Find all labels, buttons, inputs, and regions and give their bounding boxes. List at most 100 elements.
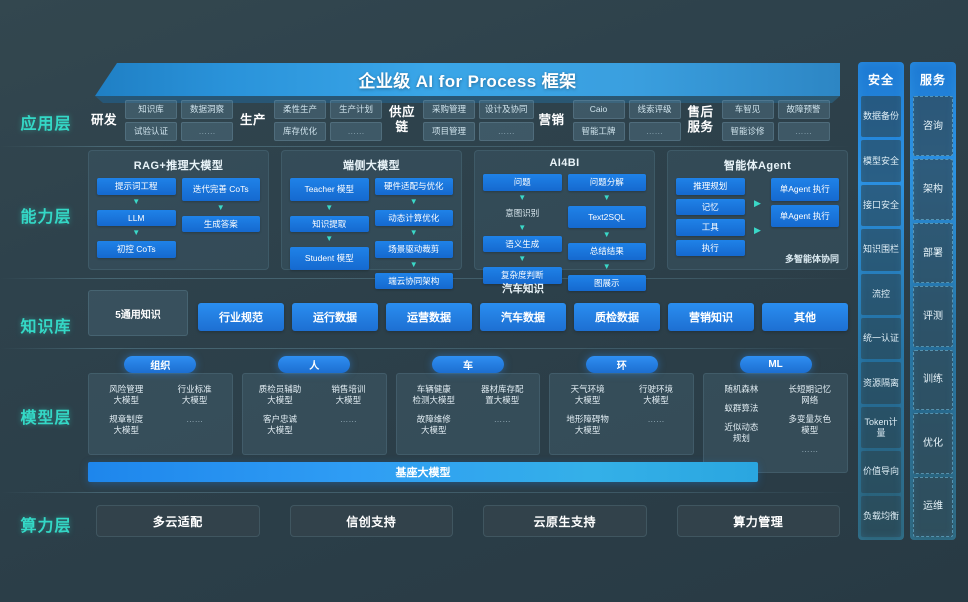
capability-node[interactable]: 知识提取 — [290, 215, 369, 232]
capability-node[interactable]: Student 模型 — [290, 247, 369, 270]
capability-node[interactable]: Text2SQL — [567, 205, 646, 228]
application-chip[interactable]: …… — [330, 121, 382, 141]
model-group-pill[interactable]: 人 — [278, 356, 351, 373]
application-chip[interactable]: 生产计划 — [330, 99, 382, 119]
capability-node[interactable]: 单Agent 执行 — [770, 178, 839, 201]
model-item[interactable]: 多变量灰色 模型 — [788, 414, 832, 435]
model-item[interactable]: 故障维修 大模型 — [416, 414, 451, 435]
knowledge-chip[interactable]: 行业规范 — [198, 303, 284, 331]
capability-node[interactable]: 端云协同架构 — [374, 272, 453, 289]
model-item[interactable]: 近似动态 规划 — [724, 422, 759, 443]
capability-node[interactable]: Teacher 模型 — [290, 178, 369, 201]
model-item[interactable]: 蚁群算法 — [724, 403, 759, 413]
application-chip[interactable]: …… — [479, 121, 534, 141]
model-item[interactable]: 随机森林 — [724, 384, 759, 394]
knowledge-chip[interactable]: 汽车数据 — [480, 303, 566, 331]
capability-node[interactable]: 复杂度判断 — [483, 267, 562, 284]
application-chip[interactable]: 故障预警 — [777, 99, 830, 119]
application-chip[interactable]: 库存优化 — [274, 121, 326, 141]
application-chip[interactable]: …… — [181, 121, 233, 141]
compute-item[interactable]: 信创支持 — [289, 505, 453, 537]
model-item[interactable]: 天气环境 大模型 — [570, 384, 605, 405]
security-rail-item[interactable]: 接口安全 — [861, 184, 901, 227]
compute-item[interactable]: 多云适配 — [96, 505, 260, 537]
security-rail-item[interactable]: 流控 — [861, 273, 901, 316]
model-group-pill[interactable]: 环 — [585, 356, 658, 373]
capability-node[interactable]: 总结结果 — [567, 243, 646, 260]
security-rail-item[interactable]: 统一认证 — [861, 318, 901, 360]
application-chip[interactable]: 设计及协同 — [479, 99, 534, 119]
capability-node[interactable]: 场景驱动裁剪 — [374, 241, 453, 258]
model-item[interactable]: …… — [339, 414, 357, 424]
capability-node[interactable]: 记忆 — [676, 198, 745, 215]
model-item[interactable]: 销售培训 大模型 — [331, 384, 366, 405]
model-group-pill[interactable]: ML — [739, 356, 812, 373]
application-chip[interactable]: 知识库 — [125, 99, 177, 119]
model-item[interactable]: …… — [801, 444, 819, 454]
model-item[interactable]: 长短期记忆 网络 — [788, 384, 832, 405]
application-chip[interactable]: 线索评级 — [628, 99, 681, 119]
model-item[interactable]: 风险管理 大模型 — [109, 384, 144, 405]
service-rail-item[interactable]: 运维 — [913, 476, 953, 537]
capability-node[interactable]: 图展示 — [567, 274, 646, 291]
compute-item[interactable]: 云原生支持 — [483, 505, 647, 537]
capability-node[interactable]: 工具 — [676, 219, 745, 236]
compute-item[interactable]: 算力管理 — [676, 505, 840, 537]
application-chip[interactable]: Caio — [572, 99, 625, 119]
model-item[interactable]: 行驶环境 大模型 — [638, 384, 673, 405]
application-chip[interactable]: 项目管理 — [423, 121, 475, 141]
application-chip[interactable]: 数据洞察 — [181, 99, 233, 119]
application-chip[interactable]: …… — [628, 121, 681, 141]
base-model-bar[interactable]: 基座大模型 — [88, 462, 758, 482]
capability-node[interactable]: 迭代完善 CoTs — [181, 178, 260, 201]
model-item[interactable]: 规章制度 大模型 — [109, 414, 144, 435]
capability-node[interactable]: 生成答案 — [181, 215, 260, 232]
knowledge-chip[interactable]: 营销知识 — [668, 303, 754, 331]
model-item[interactable]: …… — [493, 414, 511, 424]
knowledge-chip[interactable]: 其他 — [762, 303, 848, 331]
application-chip[interactable]: 智能工牌 — [572, 121, 625, 141]
model-item[interactable]: 行业标准 大模型 — [177, 384, 212, 405]
service-rail-item[interactable]: 评测 — [913, 286, 953, 347]
knowledge-chip[interactable]: 质检数据 — [574, 303, 660, 331]
security-rail-item[interactable]: 知识围栏 — [861, 229, 901, 271]
model-item[interactable]: …… — [647, 414, 665, 424]
model-group-pill[interactable]: 组织 — [124, 356, 197, 373]
security-rail-item[interactable]: 模型安全 — [861, 140, 901, 182]
application-chip[interactable]: …… — [777, 121, 830, 141]
application-chip[interactable]: 智能诊修 — [721, 121, 774, 141]
capability-node[interactable]: 问题分解 — [567, 174, 646, 191]
knowledge-chip[interactable]: 运行数据 — [292, 303, 378, 331]
capability-node[interactable]: 提示词工程 — [97, 178, 176, 195]
capability-node[interactable]: 意图识别 — [505, 207, 540, 218]
security-rail-item[interactable]: 数据备份 — [861, 96, 901, 138]
security-rail-item[interactable]: 负载均衡 — [861, 495, 901, 538]
capability-node[interactable]: 动态计算优化 — [374, 209, 453, 226]
knowledge-chip[interactable]: 运营数据 — [386, 303, 472, 331]
security-rail-item[interactable]: 资源隔离 — [861, 362, 901, 404]
capability-node[interactable]: 硬件适配与优化 — [374, 178, 453, 195]
capability-node[interactable]: LLM — [97, 209, 176, 226]
model-item[interactable]: 客户忠诚 大模型 — [262, 414, 297, 435]
application-chip[interactable]: 试验认证 — [125, 121, 177, 141]
model-item[interactable]: …… — [186, 414, 204, 424]
application-chip[interactable]: 车智见 — [721, 99, 774, 119]
capability-node[interactable]: 语义生成 — [483, 235, 562, 252]
security-rail-item[interactable]: Token计量 — [861, 406, 901, 449]
service-rail-item[interactable]: 架构 — [913, 159, 953, 220]
capability-node[interactable]: 单Agent 执行 — [770, 204, 839, 227]
service-rail-item[interactable]: 咨询 — [913, 96, 953, 157]
model-item[interactable]: 地形障碍物 大模型 — [566, 414, 609, 435]
application-chip[interactable]: 柔性生产 — [274, 99, 326, 119]
model-item[interactable]: 器材库存配 置大模型 — [480, 384, 524, 405]
service-rail-item[interactable]: 训练 — [913, 349, 953, 411]
model-group-pill[interactable]: 车 — [431, 356, 504, 373]
knowledge-generic-box[interactable]: 5通用知识 — [88, 290, 188, 336]
capability-node[interactable]: 问题 — [483, 174, 562, 191]
service-rail-item[interactable]: 部署 — [913, 222, 953, 284]
service-rail-item[interactable]: 优化 — [913, 413, 953, 474]
model-item[interactable]: 质检员辅助 大模型 — [258, 384, 302, 405]
application-chip[interactable]: 采购管理 — [423, 99, 475, 119]
capability-node[interactable]: 执行 — [676, 239, 745, 256]
capability-node[interactable]: 初控 CoTs — [97, 241, 176, 258]
